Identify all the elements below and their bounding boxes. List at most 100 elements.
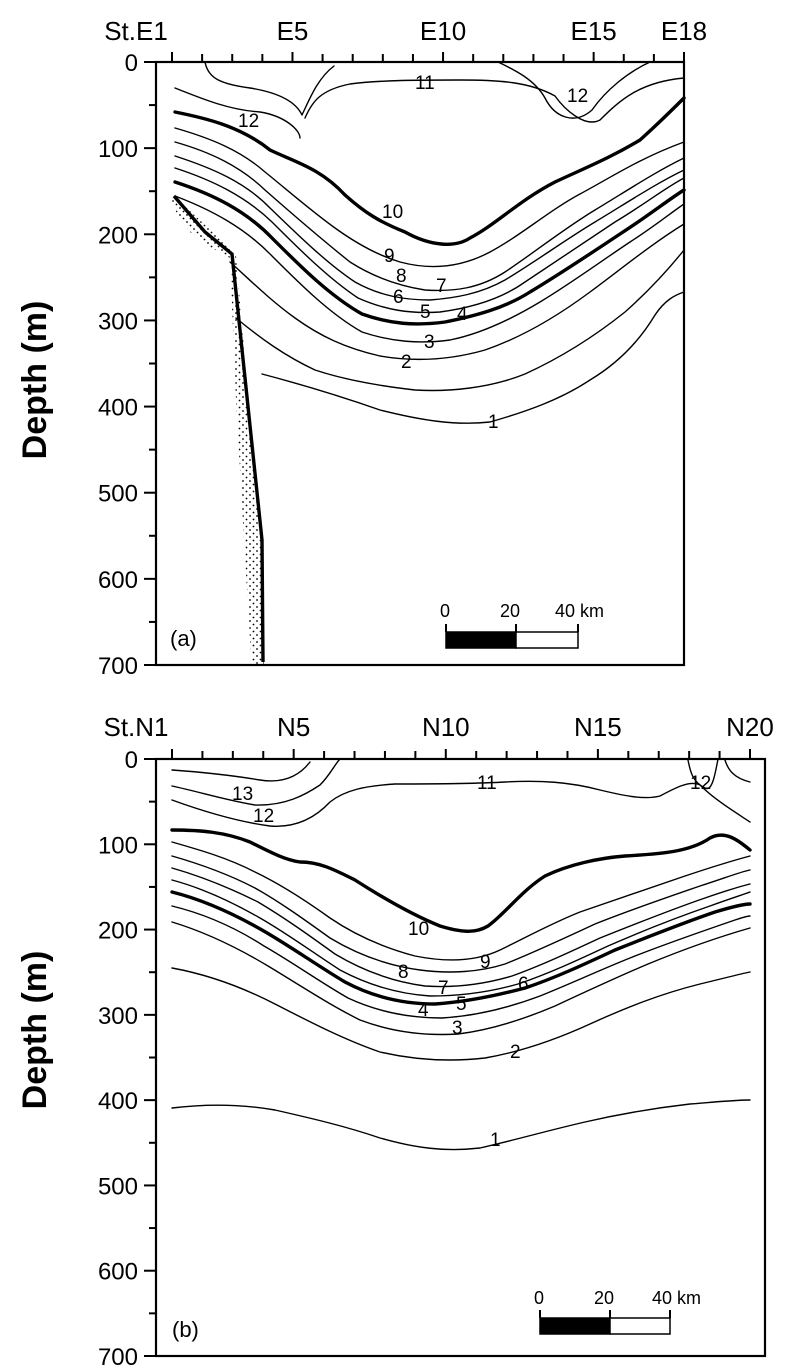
- panel-b-tag: (b): [172, 1317, 199, 1342]
- panel-b-isoline-3: [171, 921, 751, 1036]
- panel-b-station-label: N10: [422, 712, 470, 742]
- panel-b-isoline-4: [171, 905, 751, 1019]
- panel-b-iso-label-3: 3: [452, 1018, 463, 1039]
- panel-b-isoline-2: [171, 967, 751, 1061]
- panel-b-scale-bar-filled: [539, 1317, 611, 1335]
- panel-a-isoline-12-west: [174, 87, 301, 139]
- panel-a-y-tick-label-700: 700: [98, 653, 138, 680]
- panel-a-scale-bar: 0 20 40 km: [440, 601, 604, 649]
- panel-b-isoline-5: [170, 890, 752, 1006]
- panel-b-scale-label-20: 20: [594, 1288, 614, 1308]
- panel-a-iso-label-9: 9: [384, 246, 395, 267]
- panel-b-station-label: St.N1: [103, 712, 168, 742]
- panel-b-iso-label-7: 7: [438, 978, 449, 999]
- panel-a-iso-label-1: 1: [488, 412, 499, 433]
- panel-a-station-label: St.E1: [104, 16, 168, 46]
- panel-a-isoline-8: [174, 141, 685, 292]
- panel-b-iso-label-6: 6: [518, 974, 529, 995]
- panel-a-iso-label-10: 10: [382, 202, 403, 223]
- panel-b-scale-label-40: 40 km: [652, 1288, 701, 1308]
- panel-a-isoline-5: [173, 180, 686, 326]
- panel-a-iso-label-12-right: 12: [567, 86, 588, 107]
- panel-a-bottom-line: [172, 194, 265, 663]
- panel-b-iso-label-8: 8: [398, 962, 409, 983]
- panel-b-iso-label-13: 13: [232, 784, 253, 805]
- panel-a-y-tick-label-600: 600: [98, 567, 138, 594]
- panel-a-station-label: E5: [277, 16, 309, 46]
- panel-b-isoline-8: [171, 855, 751, 973]
- panel-a-tag: (a): [170, 626, 197, 651]
- panel-a-iso-label-3: 3: [424, 332, 435, 353]
- panel-b-isoline-12-left: [171, 758, 341, 806]
- panel-b-station-label: N15: [574, 712, 622, 742]
- panel-b-scale-label-0: 0: [534, 1288, 544, 1308]
- panel-a-station-label: E15: [571, 16, 617, 46]
- panel-b-station-label: N20: [726, 712, 774, 742]
- panel-b-iso-label-2: 2: [510, 1042, 521, 1063]
- panel-b-frame: [154, 757, 767, 1358]
- panel-b-iso-label-12-left: 12: [253, 806, 274, 827]
- panel-b-y-axis: 0 100 200 300 400 500 600 700: [98, 747, 156, 1365]
- panel-a-isoline-labels: 11 12 12 10 9 8 7 6 5 4 3 2 1: [238, 73, 588, 433]
- panel-a-iso-label-2: 2: [401, 352, 412, 373]
- panel-b-scale-bar-empty: [609, 1317, 671, 1335]
- panel-b-isoline-7: [171, 867, 751, 988]
- panel-a-isoline-10: [173, 96, 686, 246]
- panel-b-y-tick-label-0: 0: [125, 747, 138, 774]
- panel-a-scale-label-0: 0: [440, 601, 450, 621]
- panel-a-bottom-stipple: [172, 198, 264, 665]
- panel-a-scale-label-40: 40 km: [555, 601, 604, 621]
- panel-a-y-tick-label-400: 400: [98, 395, 138, 422]
- panel-a-y-tick-label-0: 0: [125, 50, 138, 77]
- panel-b-y-tick-label-100: 100: [98, 832, 138, 859]
- panel-b-isoline-11: [171, 780, 751, 827]
- panel-b-isoline-9: [171, 841, 751, 961]
- panel-b-y-tick-label-200: 200: [98, 918, 138, 945]
- panel-b-isoline-6: [171, 879, 751, 997]
- panel-a-ylabel: Depth (m): [16, 301, 54, 460]
- panel-a-station-label: E10: [420, 16, 466, 46]
- panel-a-station-label: E18: [661, 16, 707, 46]
- panel-a-isoline-1: [261, 291, 685, 424]
- panel-b-y-tick-label-600: 600: [98, 1259, 138, 1286]
- panel-a-y-tick-label-200: 200: [98, 222, 138, 249]
- panel-b-isoline-13: [171, 761, 311, 782]
- panel-b-scale-bar: 0 20 40 km: [534, 1288, 701, 1335]
- panel-b-iso-label-5: 5: [456, 994, 467, 1015]
- panel-a-x-axis: St.E1 E5 E10 E15 E18: [104, 16, 707, 62]
- panel-a-iso-label-5: 5: [420, 302, 431, 323]
- panel-b-iso-label-12-right: 12: [690, 773, 711, 794]
- panel-a-scale-bar-filled: [445, 631, 517, 649]
- panel-a-isoline-11: [304, 77, 685, 123]
- panel-b-isoline-1: [171, 1099, 751, 1151]
- panel-b-x-axis: St.N1 N5 N10 N15 N20: [103, 712, 774, 759]
- panel-a-y-tick-label-300: 300: [98, 308, 138, 335]
- panel-b-iso-label-4: 4: [418, 1000, 429, 1021]
- panel-b-iso-label-9: 9: [480, 952, 491, 973]
- panel-b-ylabel: Depth (m): [16, 951, 54, 1110]
- panel-a-iso-label-12-left: 12: [238, 111, 259, 132]
- panel-a-scale-label-20: 20: [500, 601, 520, 621]
- panel-a-isoline-3: [229, 223, 685, 361]
- panel-b-y-tick-label-500: 500: [98, 1173, 138, 1200]
- panel-b-y-tick-label-700: 700: [98, 1344, 138, 1365]
- panel-a-isoline-4: [174, 195, 685, 343]
- panel-a-y-tick-label-100: 100: [98, 136, 138, 163]
- panel-b-iso-label-1: 1: [490, 1130, 501, 1151]
- panel-a-y-axis: 0 100 200 300 400 500 600 700: [98, 50, 156, 680]
- panel-a-isoline-7: [174, 155, 685, 301]
- panel-b-station-label: N5: [277, 712, 310, 742]
- panel-b-iso-label-11: 11: [477, 773, 497, 794]
- panel-a-isoline-6: [174, 167, 685, 314]
- panel-a-y-tick-label-500: 500: [98, 481, 138, 508]
- panel-a-isoline-9: [174, 127, 685, 268]
- panel-b-y-tick-label-400: 400: [98, 1088, 138, 1115]
- panel-b-iso-label-10: 10: [408, 919, 429, 940]
- panel-b-isoline-10: [170, 828, 752, 933]
- panel-a-iso-label-4: 4: [457, 304, 468, 325]
- panel-b-isoline-12-edge: [724, 759, 751, 783]
- panel-a-iso-label-6: 6: [393, 287, 404, 308]
